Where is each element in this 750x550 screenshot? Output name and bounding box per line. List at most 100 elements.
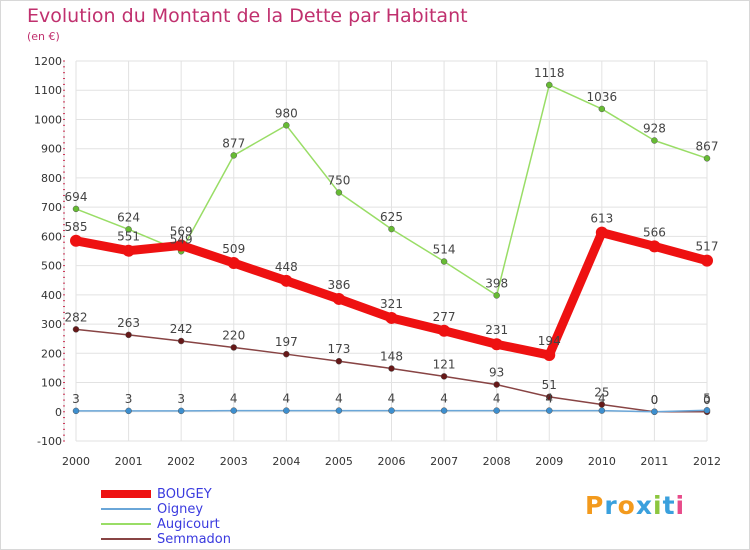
data-label-bougey: 509 <box>222 242 245 256</box>
data-label-augicourt: 1036 <box>587 90 618 104</box>
data-point-oigney <box>335 407 343 414</box>
data-point-bougey <box>332 292 345 305</box>
y-tick-label: 0 <box>55 406 62 419</box>
x-tick-label: 2011 <box>640 455 668 468</box>
x-tick-label: 2005 <box>325 455 353 468</box>
data-label-oigney: 5 <box>703 391 711 405</box>
data-label-oigney: 3 <box>177 392 185 406</box>
data-label-augicourt: 1118 <box>534 66 565 80</box>
data-label-semmadon: 51 <box>542 378 557 392</box>
data-label-oigney: 4 <box>598 392 606 406</box>
legend-item-semmadon: Semmadon <box>101 532 361 547</box>
data-point-augicourt <box>703 155 711 162</box>
x-tick-label: 2006 <box>378 455 406 468</box>
data-label-oigney: 4 <box>283 392 291 406</box>
data-label-augicourt: 514 <box>433 243 456 257</box>
data-label-bougey: 277 <box>433 310 456 324</box>
y-tick-label: 100 <box>41 377 62 390</box>
data-point-oigney <box>440 407 448 414</box>
data-label-semmadon: 197 <box>275 335 298 349</box>
chart-title: Evolution du Montant de la Dette par Hab… <box>27 5 468 27</box>
data-point-bougey <box>438 324 451 337</box>
chart-subtitle: (en €) <box>27 30 60 43</box>
data-label-semmadon: 148 <box>380 350 403 364</box>
legend-label: Semmadon <box>157 532 231 547</box>
data-label-bougey: 231 <box>485 323 508 337</box>
data-point-oigney <box>72 407 80 415</box>
data-point-bougey <box>280 274 293 287</box>
x-tick-label: 2012 <box>693 455 721 468</box>
data-label-bougey: 517 <box>696 240 719 254</box>
data-point-oigney <box>493 407 500 414</box>
data-label-augicourt: 867 <box>696 139 719 153</box>
data-point-bougey <box>701 254 713 267</box>
y-tick-label: 1100 <box>34 84 62 97</box>
data-label-bougey: 448 <box>275 260 298 274</box>
data-label-semmadon: 93 <box>489 366 504 380</box>
data-point-semmadon <box>546 393 553 401</box>
legend-swatch <box>101 508 151 510</box>
y-tick-label: 1200 <box>34 55 62 68</box>
data-point-bougey <box>595 226 608 239</box>
data-label-oigney: 4 <box>440 392 448 406</box>
data-point-oigney <box>125 407 132 415</box>
data-point-augicourt <box>440 258 448 265</box>
x-tick-label: 2000 <box>62 455 90 468</box>
y-tick-label: 300 <box>41 318 62 331</box>
data-label-bougey: 386 <box>327 278 350 292</box>
data-point-augicourt <box>72 205 80 213</box>
legend-item-augicourt: Augicourt <box>101 517 361 532</box>
data-point-semmadon <box>493 381 500 388</box>
data-label-augicourt: 928 <box>643 122 666 136</box>
x-tick-label: 2010 <box>588 455 616 468</box>
y-tick-label: 400 <box>41 289 62 302</box>
legend: BOUGEY Oigney Augicourt Semmadon <box>101 487 361 547</box>
data-point-oigney <box>598 407 606 414</box>
data-point-bougey <box>648 240 661 253</box>
data-point-oigney <box>230 407 237 414</box>
data-point-semmadon <box>125 331 132 339</box>
data-point-bougey <box>122 244 135 257</box>
data-label-bougey: 569 <box>170 224 193 238</box>
y-tick-label: 900 <box>41 143 62 156</box>
y-tick-label: 500 <box>41 260 62 273</box>
y-tick-label: 200 <box>41 347 62 360</box>
y-tick-label: 1000 <box>34 113 62 126</box>
y-tick-label: 800 <box>41 172 62 185</box>
data-point-augicourt <box>335 189 343 196</box>
data-point-augicourt <box>493 292 500 299</box>
legend-label: Oigney <box>157 502 204 517</box>
proxiti-logo: Proxiti <box>585 491 686 520</box>
legend-label: Augicourt <box>157 517 220 532</box>
x-tick-label: 2004 <box>272 455 300 468</box>
data-label-oigney: 4 <box>230 392 238 406</box>
data-point-augicourt <box>388 225 395 233</box>
data-point-semmadon <box>72 326 80 333</box>
data-point-bougey <box>385 311 398 324</box>
legend-swatch <box>101 523 151 525</box>
data-label-augicourt: 877 <box>222 136 245 150</box>
data-label-semmadon: 173 <box>327 342 350 356</box>
data-point-oigney <box>703 407 711 414</box>
data-point-bougey <box>490 338 503 351</box>
data-label-bougey: 613 <box>590 212 613 226</box>
data-label-augicourt: 980 <box>275 106 298 120</box>
data-label-augicourt: 549 <box>170 232 193 246</box>
data-label-augicourt: 750 <box>327 174 350 188</box>
y-tick-label: 600 <box>41 230 62 243</box>
data-label-bougey: 321 <box>380 297 403 311</box>
y-tick-label: -100 <box>37 435 62 448</box>
data-label-semmadon: 121 <box>433 357 456 371</box>
data-point-semmadon <box>440 373 448 380</box>
data-label-oigney: 3 <box>72 392 80 406</box>
data-point-semmadon <box>230 344 237 351</box>
x-tick-label: 2003 <box>220 455 248 468</box>
data-point-oigney <box>546 407 553 414</box>
data-label-oigney: 4 <box>545 392 553 406</box>
data-label-bougey: 551 <box>117 230 140 244</box>
data-point-augicourt <box>598 105 606 113</box>
x-tick-label: 2002 <box>167 455 195 468</box>
data-point-semmadon <box>283 350 290 358</box>
